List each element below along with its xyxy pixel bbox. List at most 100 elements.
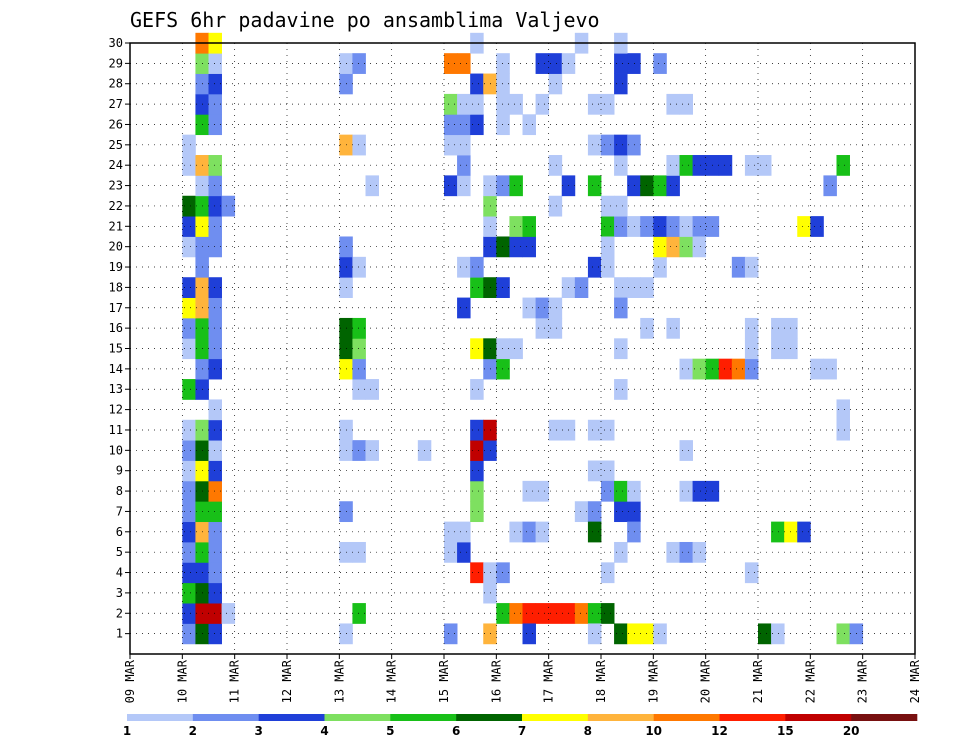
heat-cell [692,216,707,237]
heat-cell [509,338,523,360]
heat-cell [666,175,680,197]
heat-cell [365,379,379,400]
heat-cell [666,216,680,237]
heat-cell [614,338,628,360]
heat-cell [509,93,523,115]
heat-cell [522,297,536,319]
heat-cell [470,440,484,461]
x-tick-label: 18 MAR [594,659,608,703]
heat-cell [496,53,510,74]
heat-cell [522,623,536,645]
heat-cell [614,623,628,645]
heat-cell [587,175,602,197]
colorbar-swatch [324,714,391,721]
heat-cell [679,155,693,176]
heat-cell [509,216,523,237]
heat-cell [535,93,550,115]
heat-cell [653,216,667,237]
heat-cell [182,317,196,339]
y-tick-label: 20 [109,240,123,254]
heat-cell [182,338,196,360]
heat-cell [574,277,589,298]
heat-cell [509,603,523,624]
heat-cell [352,440,366,461]
heat-cell [182,379,196,400]
heat-cell [679,236,693,258]
heat-cell [444,623,458,645]
heat-cell [182,562,196,584]
heat-cell [182,155,196,176]
heat-cell [208,114,222,136]
heat-cell [810,358,824,380]
y-tick-label: 4 [116,566,123,580]
heat-cell [666,541,680,563]
grid-layer [129,42,916,654]
y-tick-label: 19 [109,260,123,274]
colorbar-swatch [587,714,654,721]
heat-cell [470,480,484,502]
heat-cell [182,521,196,543]
heat-cell [692,236,707,258]
x-axis: 09 MAR 10 MAR 11 MAR 12 MAR 13 MAR 14 MAR 15 M… [123,654,922,703]
x-tick-label: 11 MAR [228,659,242,703]
colorbar-label: 15 [777,724,794,738]
y-axis: 1234567891011121314151617181920212223242… [109,36,130,641]
heat-cell [208,582,222,604]
heat-cell [614,541,628,563]
heat-cell [587,521,602,543]
heat-cell [614,53,628,74]
heat-cell [457,134,471,156]
heat-cell [744,155,759,176]
heat-cell [182,195,196,217]
heat-cell [574,603,589,624]
heat-cell [535,603,550,624]
heat-cell [731,358,746,380]
heat-cell [483,236,497,258]
heat-cell [627,623,641,645]
heat-cell [470,379,484,400]
heat-cell [614,73,628,95]
colorbar-label: 20 [843,724,860,738]
heat-cell [614,297,628,319]
heat-cell [444,93,458,115]
heat-cell [614,480,628,502]
heat-cell [587,134,602,156]
heat-cell [182,582,196,604]
colorbar-swatch [127,714,194,721]
heat-cell [692,155,707,176]
heat-cell [470,114,484,136]
heat-cell [758,155,772,176]
y-tick-label: 13 [109,382,123,396]
y-tick-label: 12 [109,403,123,417]
heat-cell [509,236,523,258]
y-tick-label: 11 [109,423,123,437]
heat-cell [823,358,837,380]
heat-cell [208,358,222,380]
y-tick-label: 24 [109,158,123,172]
heat-cell [653,623,667,645]
colorbar-swatch [390,714,457,721]
heat-cell [627,480,641,502]
colorbar-label: 3 [254,724,262,738]
y-tick-label: 8 [116,484,123,498]
x-tick-label: 21 MAR [751,659,765,703]
heat-cell [601,480,615,502]
heat-cell [627,134,641,156]
colorbar: 1 2 3 4 5 6 7 8 10 12 15 20 [123,714,918,738]
heat-cell [208,297,222,319]
heat-cell [182,501,196,523]
y-tick-label: 2 [116,606,123,620]
heat-cell [601,195,615,217]
x-tick-label: 10 MAR [175,659,189,703]
heat-cell [483,562,497,584]
heat-cell [208,338,222,360]
heat-cell [182,134,196,156]
colorbar-swatch [192,714,259,721]
colorbar-label: 12 [711,724,728,738]
x-tick-label: 13 MAR [332,659,346,703]
heat-cell [614,379,628,400]
heat-cell [457,114,471,136]
heat-cell [352,541,366,563]
colorbar-swatch [785,714,852,721]
x-tick-label: 20 MAR [699,659,713,703]
